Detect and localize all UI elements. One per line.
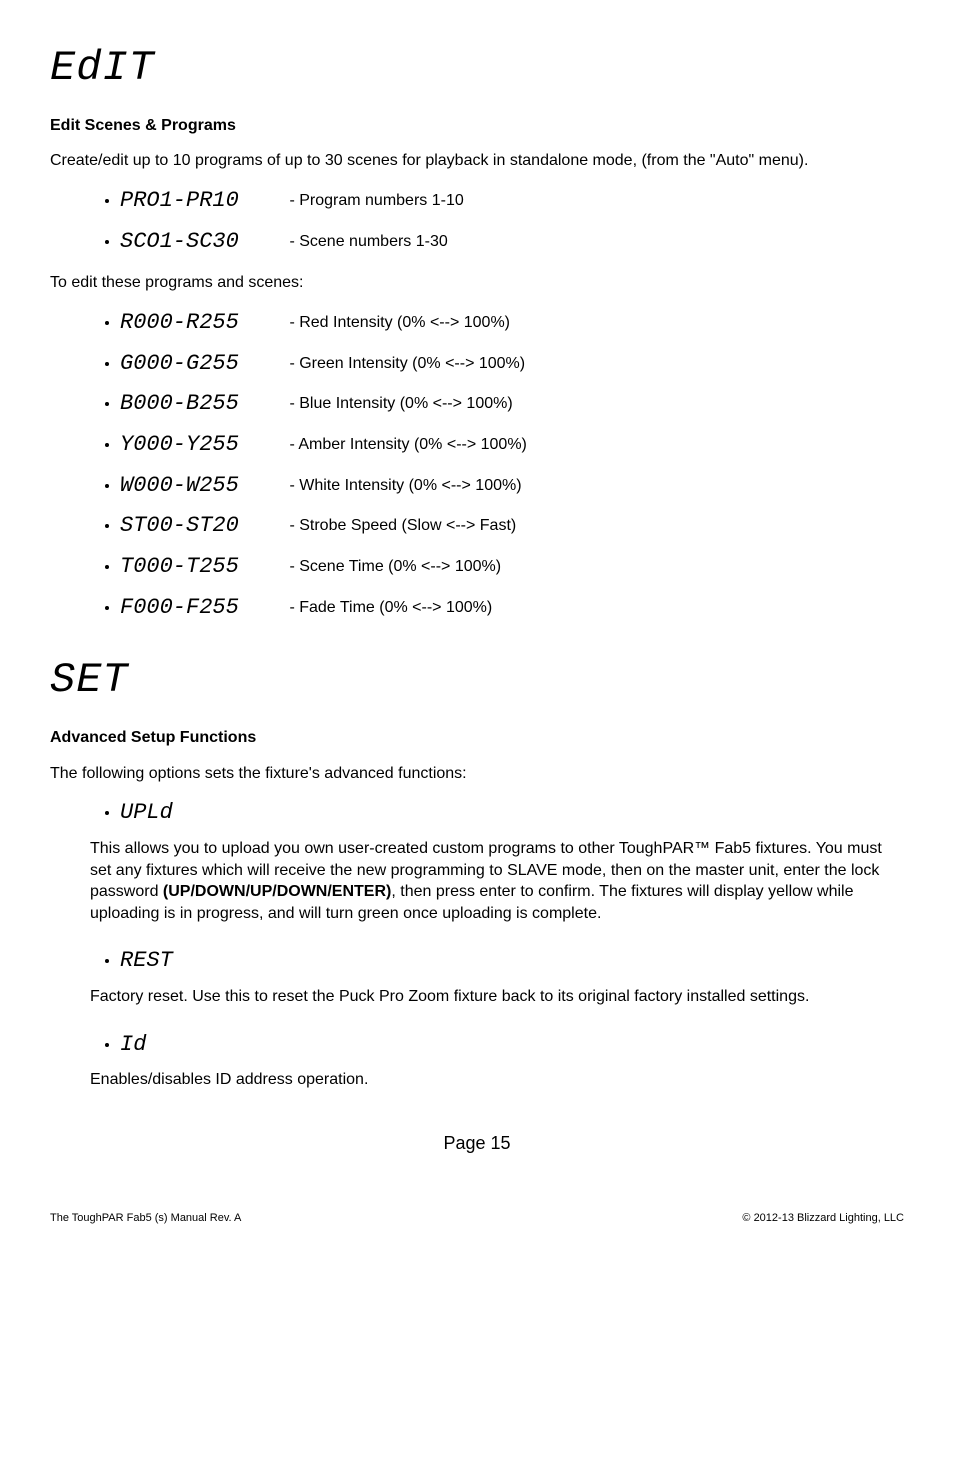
edit-intro: Create/edit up to 10 programs of up to 3… <box>50 150 904 172</box>
desc: - Program numbers 1-10 <box>289 192 463 209</box>
footer: The ToughPAR Fab5 (s) Manual Rev. A © 20… <box>50 1203 904 1226</box>
code: W000-W255 <box>120 471 285 501</box>
edit-heading: EdIT <box>50 40 904 97</box>
program-list: PRO1-PR10 - Program numbers 1-10 SCO1-SC… <box>50 186 904 256</box>
option-list: UPLd <box>50 798 904 828</box>
para-bold: (UP/DOWN/UP/DOWN/ENTER) <box>163 883 391 900</box>
set-subheading: Advanced Setup Functions <box>50 727 904 749</box>
desc: - Green Intensity (0% <--> 100%) <box>289 355 525 372</box>
list-item: SCO1-SC30 - Scene numbers 1-30 <box>120 227 904 257</box>
code: REST <box>120 946 173 976</box>
footer-left: The ToughPAR Fab5 (s) Manual Rev. A <box>50 1211 241 1226</box>
desc: - Fade Time (0% <--> 100%) <box>289 599 492 616</box>
page-number: Page 15 <box>50 1131 904 1155</box>
list-item: B000-B255 - Blue Intensity (0% <--> 100%… <box>120 389 904 419</box>
edit-subheading: Edit Scenes & Programs <box>50 115 904 137</box>
code: B000-B255 <box>120 389 285 419</box>
desc: - Strobe Speed (Slow <--> Fast) <box>289 517 516 534</box>
list-item: W000-W255 - White Intensity (0% <--> 100… <box>120 471 904 501</box>
option-para: This allows you to upload you own user-c… <box>90 838 884 924</box>
desc: - Scene numbers 1-30 <box>289 233 447 250</box>
desc: - Scene Time (0% <--> 100%) <box>289 558 501 575</box>
code: R000-R255 <box>120 308 285 338</box>
footer-right: © 2012-13 Blizzard Lighting, LLC <box>742 1211 904 1226</box>
list-item: ST00-ST20 - Strobe Speed (Slow <--> Fast… <box>120 511 904 541</box>
desc: - Blue Intensity (0% <--> 100%) <box>289 395 512 412</box>
list-item: REST <box>120 946 904 976</box>
desc: - White Intensity (0% <--> 100%) <box>289 477 521 494</box>
list-item: R000-R255 - Red Intensity (0% <--> 100%) <box>120 308 904 338</box>
list-item: Y000-Y255 - Amber Intensity (0% <--> 100… <box>120 430 904 460</box>
list-item: G000-G255 - Green Intensity (0% <--> 100… <box>120 349 904 379</box>
code: SCO1-SC30 <box>120 227 285 257</box>
option-para: Factory reset. Use this to reset the Puc… <box>90 986 884 1008</box>
list-item: PRO1-PR10 - Program numbers 1-10 <box>120 186 904 216</box>
code: T000-T255 <box>120 552 285 582</box>
desc: - Amber Intensity (0% <--> 100%) <box>289 436 526 453</box>
edit-params-intro: To edit these programs and scenes: <box>50 272 904 294</box>
list-item: T000-T255 - Scene Time (0% <--> 100%) <box>120 552 904 582</box>
set-heading: SET <box>50 652 904 709</box>
option-list: Id <box>50 1030 904 1060</box>
option-list: REST <box>50 946 904 976</box>
code: PRO1-PR10 <box>120 186 285 216</box>
list-item: Id <box>120 1030 904 1060</box>
set-intro: The following options sets the fixture's… <box>50 763 904 785</box>
code: Id <box>120 1030 146 1060</box>
code: Y000-Y255 <box>120 430 285 460</box>
desc: - Red Intensity (0% <--> 100%) <box>289 314 510 331</box>
list-item: UPLd <box>120 798 904 828</box>
param-list: R000-R255 - Red Intensity (0% <--> 100%)… <box>50 308 904 623</box>
code: F000-F255 <box>120 593 285 623</box>
option-para: Enables/disables ID address operation. <box>90 1069 884 1091</box>
code: ST00-ST20 <box>120 511 285 541</box>
code: G000-G255 <box>120 349 285 379</box>
list-item: F000-F255 - Fade Time (0% <--> 100%) <box>120 593 904 623</box>
code: UPLd <box>120 798 173 828</box>
